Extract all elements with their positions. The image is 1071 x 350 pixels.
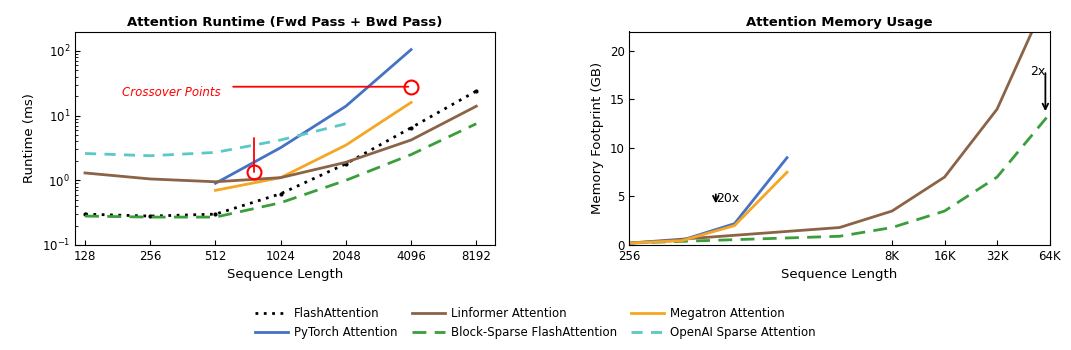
Title: Attention Memory Usage: Attention Memory Usage bbox=[746, 16, 933, 29]
Text: 20x: 20x bbox=[715, 192, 739, 205]
Text: Crossover Points: Crossover Points bbox=[122, 86, 221, 99]
Text: 2x: 2x bbox=[1030, 65, 1045, 78]
Title: Attention Runtime (Fwd Pass + Bwd Pass): Attention Runtime (Fwd Pass + Bwd Pass) bbox=[127, 16, 442, 29]
X-axis label: Sequence Length: Sequence Length bbox=[782, 268, 897, 281]
Y-axis label: Memory Footprint (GB): Memory Footprint (GB) bbox=[591, 62, 604, 214]
X-axis label: Sequence Length: Sequence Length bbox=[227, 268, 343, 281]
Y-axis label: Runtime (ms): Runtime (ms) bbox=[24, 93, 36, 183]
Legend: FlashAttention, PyTorch Attention, Linformer Attention, Block-Sparse FlashAttent: FlashAttention, PyTorch Attention, Linfo… bbox=[251, 303, 820, 344]
